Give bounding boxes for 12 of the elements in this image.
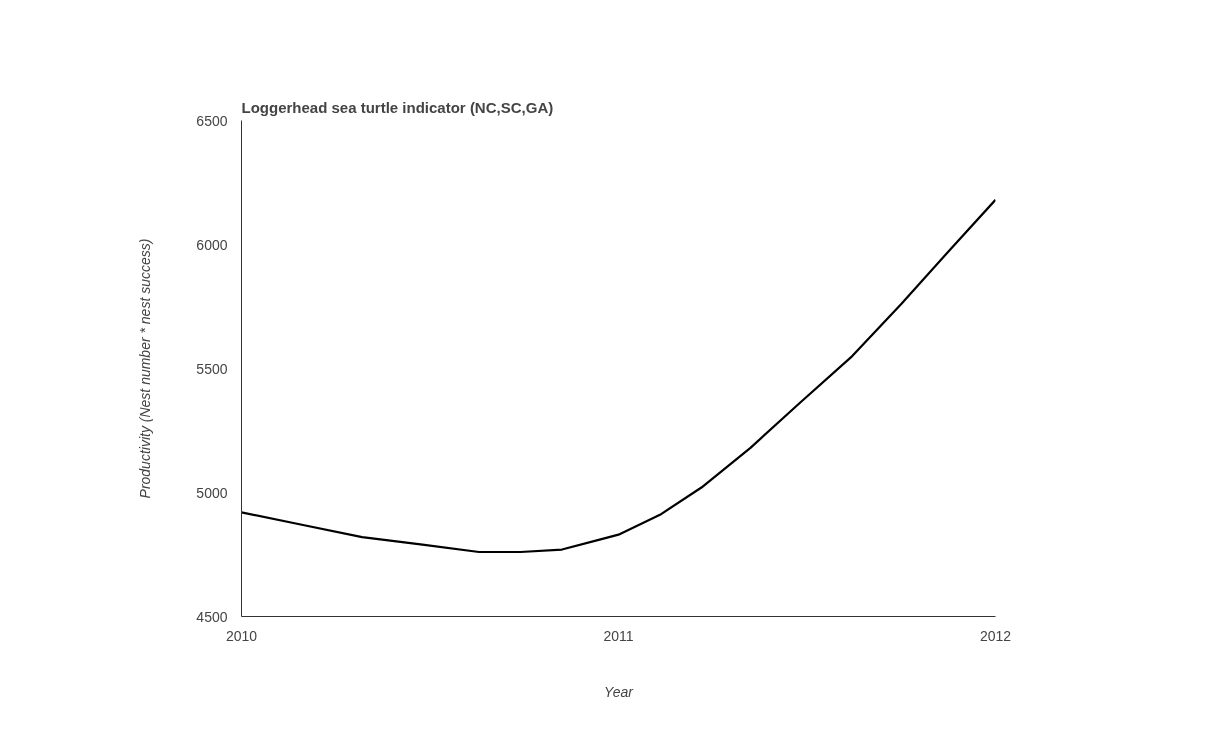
chart-title: Loggerhead sea turtle indicator (NC,SC,GA)	[241, 98, 554, 116]
x-tick-label: 2010	[225, 627, 258, 644]
y-tick-label: 6500	[196, 112, 228, 129]
x-axis-title: Year	[604, 683, 635, 700]
y-axis-title: Productivity (Nest number * nest success)	[137, 238, 154, 499]
y-tick-label: 6000	[196, 236, 228, 253]
x-tick-label: 2012	[979, 627, 1012, 644]
x-tick-label: 2011	[603, 627, 634, 644]
y-tick-label: 4500	[196, 608, 228, 625]
line-series	[241, 198, 996, 554]
y-tick-label: 5000	[196, 484, 228, 501]
y-tick-label: 5500	[196, 360, 228, 377]
